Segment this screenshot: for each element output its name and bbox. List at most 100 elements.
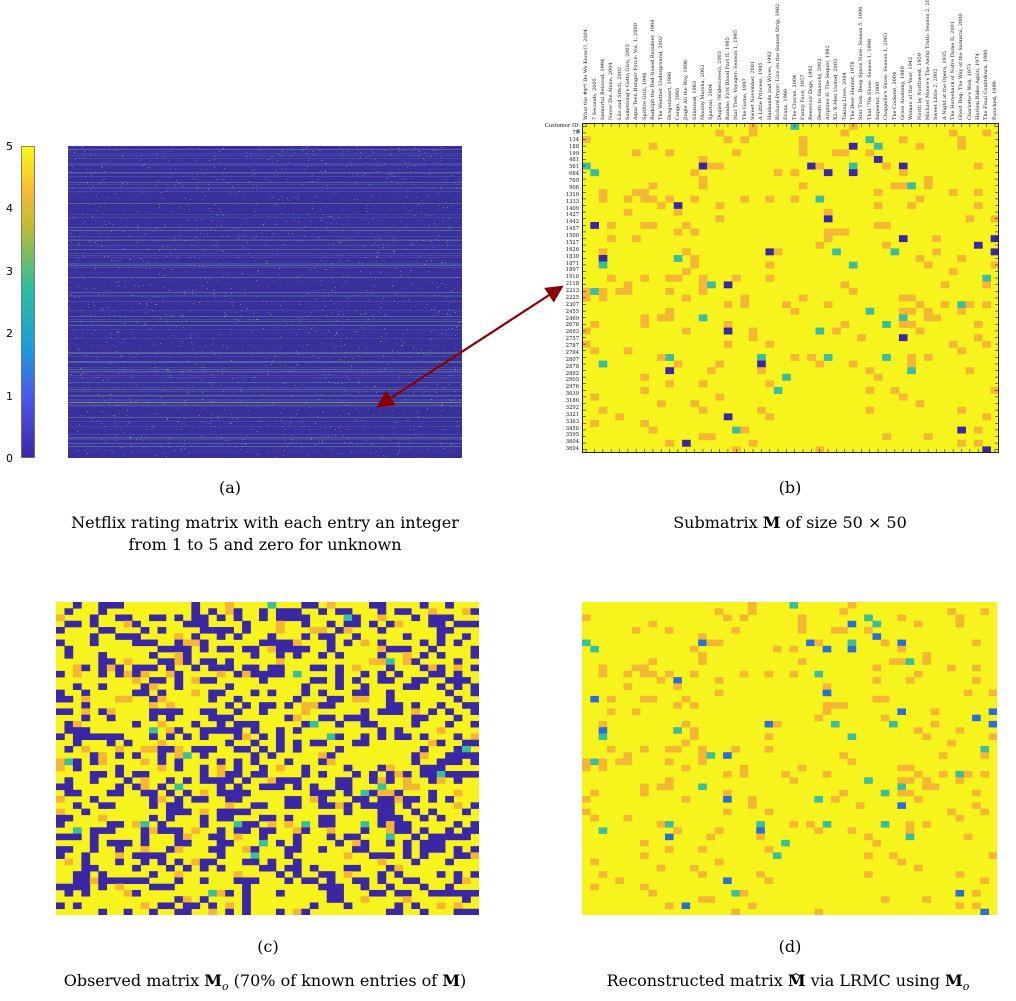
matrix-cell [657,354,666,361]
matrix-cell [922,896,931,903]
movie-title-label: X2: X-Men United, 2003 [833,58,840,120]
matrix-cell [385,908,395,915]
colorbar-tick: 4 [6,202,13,216]
matrix-cell [318,814,328,822]
matrix-cell [385,658,395,665]
matrix-cell [648,620,657,628]
matrix-cell [115,633,124,640]
matrix-cell [990,215,999,223]
matrix-cell [598,248,608,256]
matrix-cell [377,871,387,878]
matrix-cell [648,658,657,665]
matrix-cell [590,321,599,328]
matrix-cell [453,664,463,672]
matrix-cell [907,307,916,315]
matrix-cell [832,327,841,335]
matrix-cell [199,789,209,797]
caption-b-post: of size 50 × 50 [780,513,907,532]
matrix-cell [208,689,218,697]
matrix-cell [377,789,387,797]
matrix-cell [428,771,437,778]
matrix-cell [157,783,167,791]
matrix-cell [140,789,150,797]
reconstructed-matrix-heatmap [582,602,997,915]
matrix-cell [882,321,891,328]
matrix-cell [275,783,285,791]
customer-id-label: 1442 [565,219,579,226]
matrix-cell [848,142,858,150]
matrix-cell [598,288,608,295]
matrix-cell [470,664,479,672]
matrix-cell [757,367,766,375]
matrix-cell [199,864,209,872]
matrix-cell [723,301,733,309]
matrix-cell [140,833,150,841]
matrix-cell [56,783,65,791]
matrix-cell [470,652,479,659]
matrix-cell [318,677,328,684]
matrix-cell [623,281,633,289]
matrix-cell [318,739,328,747]
matrix-cell [98,733,108,741]
matrix-cell [301,602,311,609]
customer-id-label: 3321 [565,411,579,418]
matrix-cell [149,814,158,822]
matrix-cell [165,789,175,797]
matrix-cell [140,858,150,866]
matrix-cell [216,689,226,697]
matrix-cell [411,708,421,715]
movie-title-label: Silkwood, 1983 [691,80,698,120]
matrix-cell [250,852,260,859]
matrix-cell [343,764,353,772]
matrix-cell [840,149,850,157]
matrix-cell [157,752,167,759]
matrix-cell [233,614,243,622]
matrix-cell [411,877,421,884]
matrix-cell [880,821,890,828]
matrix-cell [335,720,344,728]
matrix-cell [216,714,226,722]
matrix-cell [740,426,750,434]
matrix-cell [199,627,209,634]
matrix-cell [250,652,260,659]
matrix-cell [208,664,218,672]
matrix-cell [208,908,218,915]
matrix-cell [318,871,328,878]
matrix-cell [731,627,740,634]
matrix-cell [81,877,91,884]
matrix-cell [698,896,707,903]
matrix-cell [385,620,395,628]
matrix-cell [64,745,74,753]
matrix-cell [419,677,429,684]
matrix-cell [132,677,141,684]
matrix-cell [462,752,471,759]
matrix-cell [343,714,353,722]
matrix-cell [335,839,344,847]
matrix-cell [318,664,328,672]
matrix-cell [385,821,395,828]
matrix-cell [267,858,277,866]
matrix-cell [582,340,591,348]
matrix-cell [326,827,336,834]
matrix-cell [225,683,234,690]
matrix-cell [292,745,302,753]
matrix-cell [665,380,675,388]
matrix-cell [648,182,658,190]
matrix-cell [765,380,775,388]
matrix-cell [462,877,471,884]
matrix-cell [394,827,404,834]
matrix-cell [938,771,948,778]
movie-title-label: The Final Countdown, 1980 [983,49,990,120]
matrix-cell [377,808,387,816]
matrix-cell [947,808,956,816]
matrix-cell [377,889,387,897]
matrix-cell [242,877,251,884]
matrix-cell [106,708,116,715]
matrix-cell [905,789,915,797]
matrix-cell [436,652,446,659]
matrix-cell [81,889,91,897]
matrix-cell [648,222,658,229]
matrix-cell [590,347,599,355]
matrix-cell [157,614,167,622]
matrix-cell [748,602,757,609]
